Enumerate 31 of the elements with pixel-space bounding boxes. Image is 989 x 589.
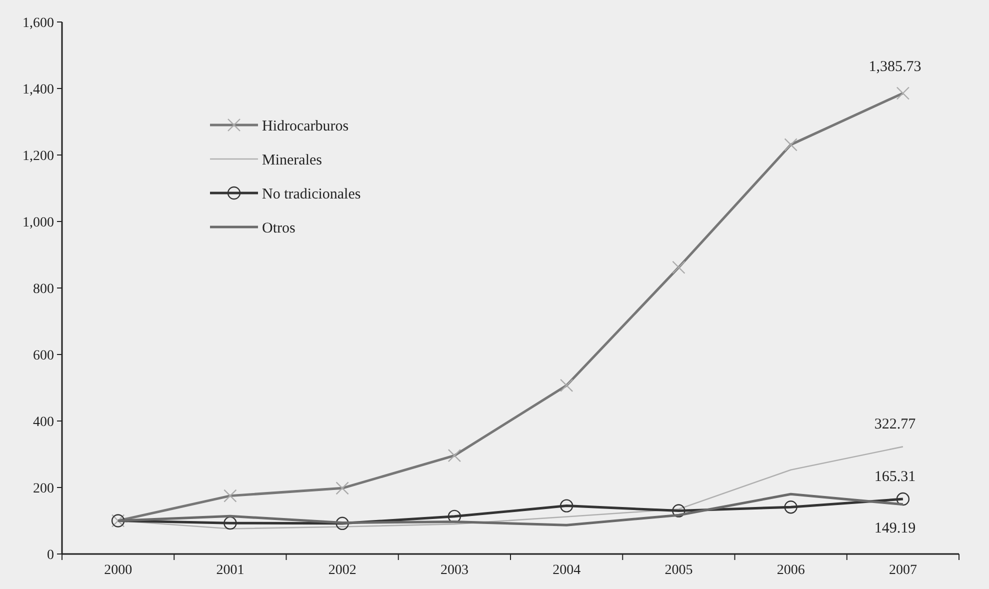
legend-label: Minerales <box>262 152 322 168</box>
legend-label: Otros <box>262 220 296 236</box>
point <box>560 499 574 512</box>
y-tick-label: 1,400 <box>22 82 54 98</box>
y-tick-label: 200 <box>33 481 54 496</box>
y-tick-label: 1,000 <box>22 215 54 230</box>
data-label: 149.19 <box>874 520 916 536</box>
x-tick-label: 2000 <box>104 563 132 578</box>
data-label: 165.31 <box>874 469 916 486</box>
legend-label: Hidrocarburos <box>262 118 349 134</box>
y-tick-label: 800 <box>33 282 54 297</box>
point <box>896 492 910 506</box>
y-tick-label: 400 <box>33 414 54 430</box>
data-label: 322.77 <box>874 416 916 433</box>
x-tick-label: 2005 <box>664 563 693 578</box>
point <box>336 516 349 530</box>
y-tick-label: 600 <box>33 348 54 364</box>
data-label: 1,385.73 <box>868 59 922 76</box>
x-tick-label: 2002 <box>328 563 356 578</box>
y-tick-label: 1,600 <box>22 16 54 31</box>
x-tick-label: 2003 <box>440 563 468 578</box>
x-tick-label: 2004 <box>552 563 581 578</box>
x-tick-label: 2007 <box>888 563 917 578</box>
point <box>784 500 798 514</box>
x-tick-label: 2001 <box>216 563 244 578</box>
point <box>672 504 686 518</box>
x-tick-label: 2006 <box>776 563 805 578</box>
point <box>224 516 237 530</box>
y-tick-label: 1,200 <box>22 148 54 164</box>
y-tick-label: 0 <box>47 548 54 563</box>
legend-label: No tradicionales <box>262 186 361 202</box>
